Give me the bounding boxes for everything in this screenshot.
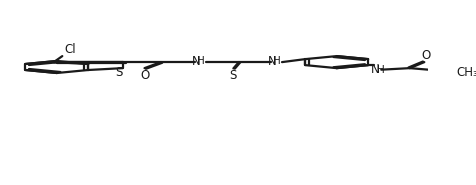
Text: N: N — [192, 55, 201, 68]
Text: CH₃: CH₃ — [457, 66, 476, 80]
Text: N: N — [371, 63, 380, 76]
Text: H: H — [377, 65, 385, 75]
Text: O: O — [140, 69, 149, 82]
Text: H: H — [273, 56, 281, 66]
Text: Cl: Cl — [64, 43, 76, 56]
Text: N: N — [268, 55, 277, 68]
Text: O: O — [422, 49, 431, 62]
Text: H: H — [197, 56, 205, 66]
Text: S: S — [229, 69, 237, 82]
Text: S: S — [116, 66, 123, 79]
